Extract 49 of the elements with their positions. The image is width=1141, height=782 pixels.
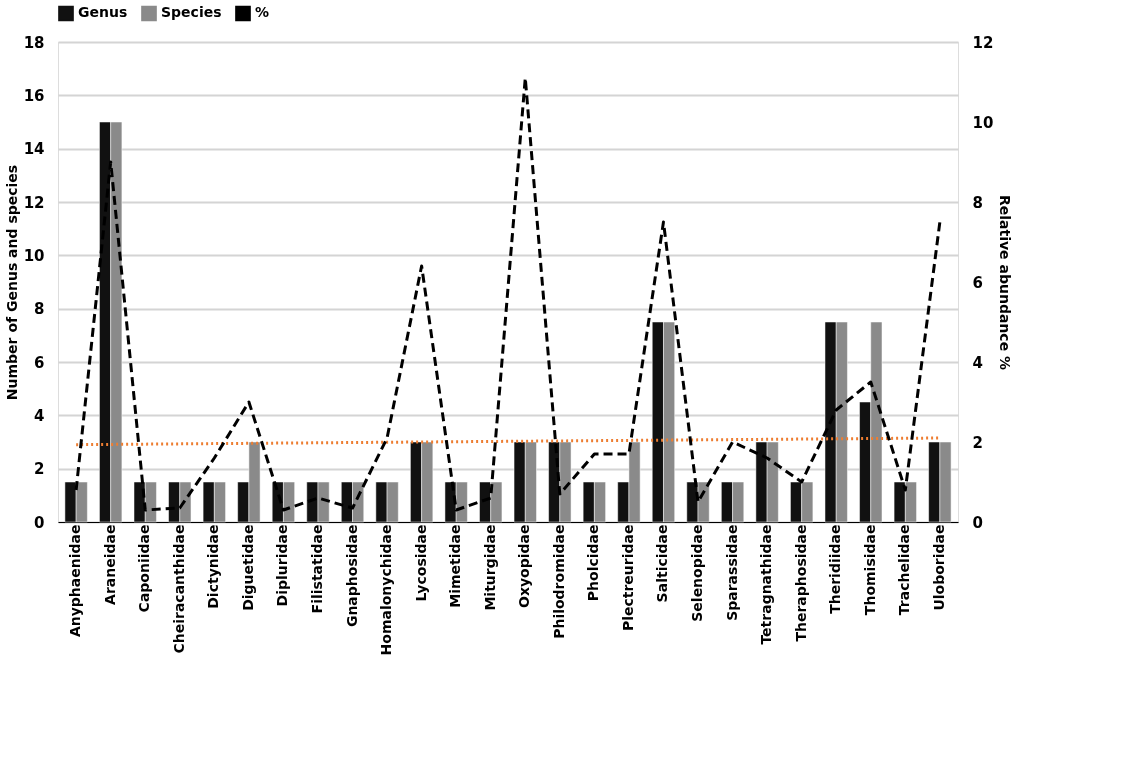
x-tick-label: Anyphaenidae xyxy=(67,524,84,638)
x-tick-label: Dipluridae xyxy=(274,524,291,607)
y-tick-label: 4 xyxy=(34,406,45,425)
x-tick-label: Sparassidae xyxy=(723,524,740,621)
y2-axis-title: Relative abundance % xyxy=(997,194,1014,371)
y2-tick-label: 2 xyxy=(972,433,983,452)
x-tick-label: Caponiidae xyxy=(136,524,153,613)
y-tick-label: 10 xyxy=(23,246,45,265)
x-tick-label: Uloboridae xyxy=(930,524,947,611)
x-tick-label: Philodromidae xyxy=(550,524,567,639)
x-tick-label: Lycosidae xyxy=(412,524,429,602)
x-tick-label: Dictynidae xyxy=(205,524,222,609)
x-tick-label: Gnaphosidae xyxy=(343,524,360,628)
x-tick-label: Cheiracanthidae xyxy=(170,524,187,654)
x-tick-label: Miturgidae xyxy=(481,524,498,611)
y-tick-label: 18 xyxy=(23,33,45,52)
x-tick-label: Thomisidae xyxy=(861,524,878,616)
y-tick-label: 6 xyxy=(34,353,45,372)
y2-tick-label: 4 xyxy=(972,353,983,372)
y2-tick-label: 12 xyxy=(972,33,994,52)
y2-tick-label: 10 xyxy=(972,113,994,132)
y-tick-label: 16 xyxy=(23,86,45,105)
x-tick-label: Oxyopidae xyxy=(516,524,533,608)
x-tick-label: Filistatidae xyxy=(308,524,325,614)
x-tick-label: Homalonychidae xyxy=(378,524,395,656)
line-series xyxy=(74,76,942,512)
y-tick-label: 12 xyxy=(23,193,45,212)
legend-label: % xyxy=(255,4,270,21)
x-tick-label: Trachelidae xyxy=(896,524,913,616)
x-tick-label: Mimetidae xyxy=(447,524,464,608)
legend-label: Species xyxy=(161,4,222,21)
y-tick-label: 14 xyxy=(23,140,45,159)
x-tick-label: Selenopidae xyxy=(689,524,706,622)
x-tick-label: Tetragnathidae xyxy=(758,524,775,645)
x-tick-label: Theraphosidae xyxy=(792,524,809,642)
x-tick-label: Salticidae xyxy=(654,524,671,603)
x-tick-label: Pholcidae xyxy=(585,524,602,602)
x-tick-label: Araneidae xyxy=(101,524,118,605)
y2-tick-label: 8 xyxy=(972,193,983,212)
y2-tick-label: 0 xyxy=(972,513,983,532)
y-axis-title: Number of Genus and species xyxy=(3,164,20,401)
x-tick-label: Theridiidae xyxy=(827,524,844,614)
y-tick-label: 8 xyxy=(34,300,45,319)
y-tick-label: 2 xyxy=(34,460,45,479)
legend-label: Genus xyxy=(78,4,128,21)
x-tick-label: Diguetidae xyxy=(239,524,256,611)
x-tick-label: Plectreuridae xyxy=(619,524,636,632)
y2-tick-label: 6 xyxy=(972,273,983,292)
y-tick-label: 0 xyxy=(34,513,45,532)
